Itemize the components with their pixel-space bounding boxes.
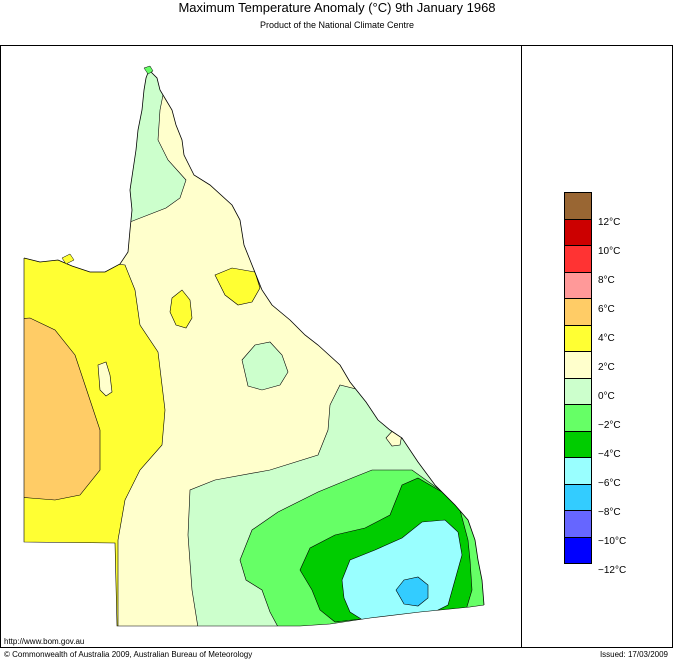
legend-swatch xyxy=(564,430,592,458)
source-url[interactable]: http://www.bom.gov.au xyxy=(4,637,85,646)
map-frame xyxy=(0,45,673,648)
legend-label: 2°C xyxy=(598,362,615,373)
issued-date: Issued: 17/03/2009 xyxy=(599,650,668,659)
legend-label: 4°C xyxy=(598,333,615,344)
legend-swatch xyxy=(564,404,592,432)
legend-swatch xyxy=(564,351,592,379)
copyright: © Commonwealth of Australia 2009, Austra… xyxy=(4,650,253,659)
legend-swatch xyxy=(564,510,592,538)
legend-swatch xyxy=(564,218,592,246)
legend-swatch xyxy=(564,324,592,352)
legend-swatch xyxy=(564,483,592,511)
legend-label: 12°C xyxy=(598,217,621,228)
map-title: Maximum Temperature Anomaly (°C) 9th Jan… xyxy=(178,0,496,15)
color-legend xyxy=(564,192,594,564)
map-subtitle: Product of the National Climate Centre xyxy=(259,20,415,30)
legend-label: 0°C xyxy=(598,391,615,402)
legend-label: 10°C xyxy=(598,246,621,257)
gulf-coast xyxy=(23,69,150,273)
legend-swatch xyxy=(564,192,592,220)
legend-label: −2°C xyxy=(598,420,621,431)
northern-island xyxy=(143,65,154,75)
legend-label: −12°C xyxy=(598,565,627,576)
legend-label: 8°C xyxy=(598,275,615,286)
gulf-island xyxy=(61,253,75,265)
state-border xyxy=(23,258,485,627)
legend-label: 6°C xyxy=(598,304,615,315)
coastline xyxy=(148,69,485,606)
legend-swatch xyxy=(564,377,592,405)
legend-swatch xyxy=(564,298,592,326)
legend-swatch xyxy=(564,536,592,564)
legend-divider xyxy=(521,45,522,648)
legend-label: −10°C xyxy=(598,536,627,547)
legend-swatch xyxy=(564,245,592,273)
legend-label: −8°C xyxy=(598,507,621,518)
legend-label: −6°C xyxy=(598,478,621,489)
anomaly-fill xyxy=(24,70,484,626)
legend-label: −4°C xyxy=(598,449,621,460)
legend-swatch xyxy=(564,271,592,299)
legend-swatch xyxy=(564,457,592,485)
